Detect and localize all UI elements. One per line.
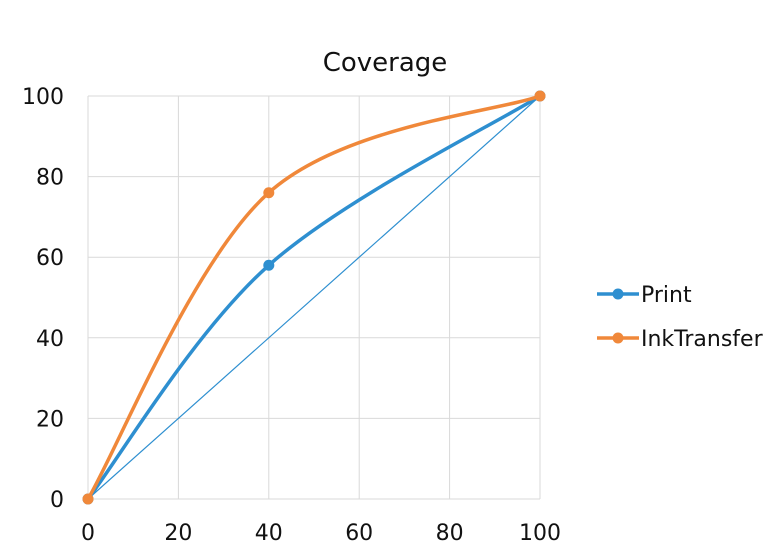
legend-item-inktransfer: InkTransfer bbox=[597, 327, 764, 352]
data-point-print-1 bbox=[263, 259, 275, 271]
legend-item-print: Print bbox=[597, 283, 692, 308]
x-tick-label-80: 80 bbox=[436, 521, 464, 546]
series-layer bbox=[82, 90, 546, 505]
legend-swatch-marker-inktransfer bbox=[612, 332, 624, 344]
chart-title: Coverage bbox=[323, 48, 448, 78]
axis-labels: 0 20 40 60 80 100 0 20 40 60 80 100 bbox=[22, 85, 561, 546]
data-point-inktransfer-1 bbox=[263, 187, 275, 199]
legend-label-inktransfer: InkTransfer bbox=[641, 327, 764, 352]
data-point-inktransfer-2 bbox=[534, 90, 546, 102]
x-tick-label-40: 40 bbox=[255, 521, 283, 546]
y-tick-label-100: 100 bbox=[22, 85, 64, 110]
legend-swatch-marker-print bbox=[612, 288, 624, 300]
x-tick-label-0: 0 bbox=[81, 521, 95, 546]
x-tick-label-60: 60 bbox=[345, 521, 373, 546]
x-tick-label-100: 100 bbox=[519, 521, 561, 546]
y-tick-label-20: 20 bbox=[36, 407, 64, 432]
y-tick-label-40: 40 bbox=[36, 327, 64, 352]
y-tick-label-60: 60 bbox=[36, 246, 64, 271]
grid bbox=[87, 95, 541, 500]
x-tick-label-20: 20 bbox=[164, 521, 192, 546]
legend: Print InkTransfer bbox=[597, 283, 764, 352]
legend-label-print: Print bbox=[641, 283, 692, 308]
y-tick-label-0: 0 bbox=[50, 488, 64, 513]
y-tick-label-80: 80 bbox=[36, 166, 64, 191]
data-point-inktransfer-0 bbox=[82, 493, 94, 505]
reference-line-layer bbox=[87, 95, 541, 500]
reference-line bbox=[87, 95, 541, 500]
